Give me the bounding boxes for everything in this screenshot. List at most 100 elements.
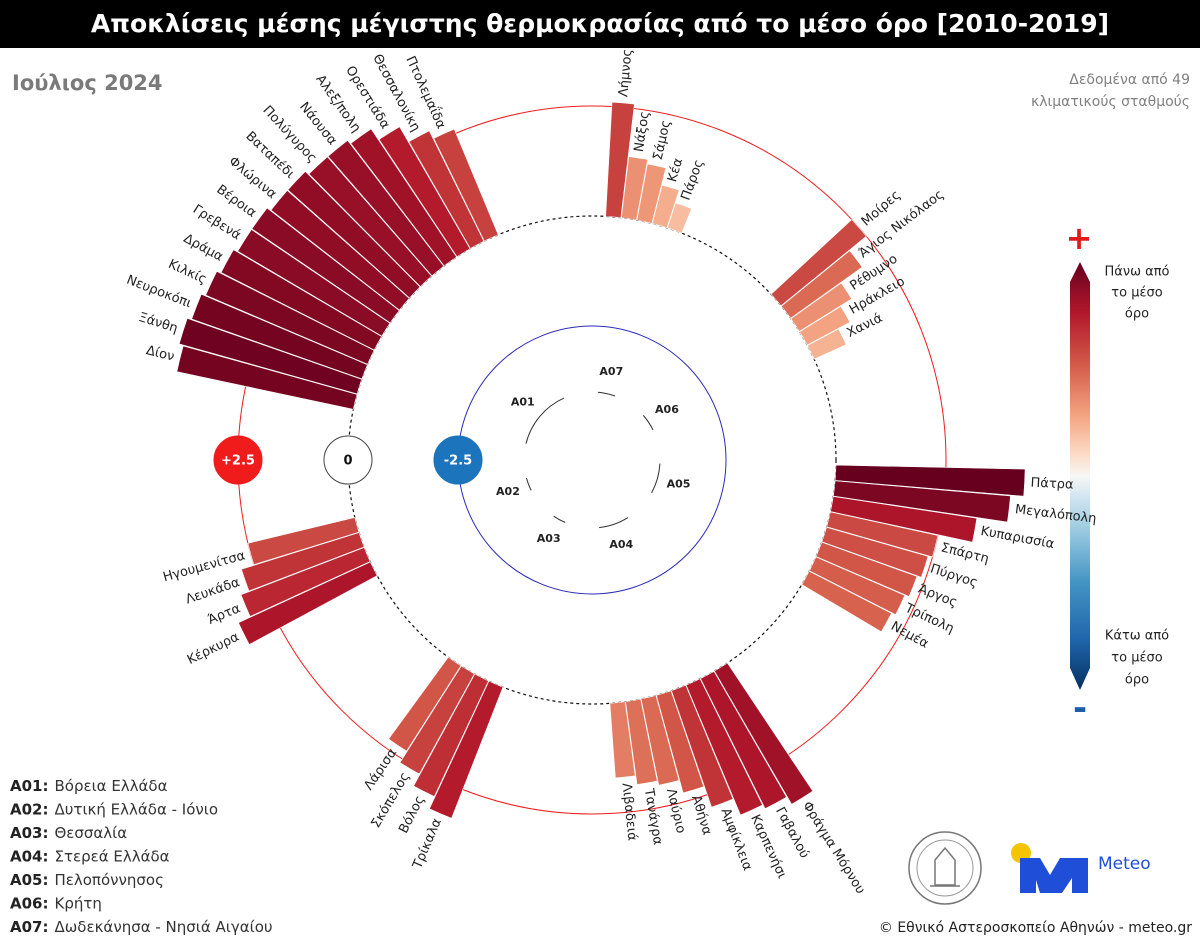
bar — [238, 561, 378, 645]
region-code: A02 — [496, 485, 520, 498]
bar — [251, 207, 400, 324]
colorbar-minus: - — [1073, 689, 1087, 729]
legend-key: A05: — [10, 871, 48, 889]
bar — [205, 270, 375, 365]
bar — [685, 678, 763, 816]
meteo-logo — [1011, 843, 1088, 893]
observatory-logo — [908, 831, 982, 905]
region-arc — [651, 463, 661, 494]
bar — [667, 202, 692, 234]
bar — [830, 496, 978, 543]
colorbar-label: το μέσο — [1111, 286, 1162, 301]
station-label: Κιλκίς — [166, 257, 209, 288]
station-label: Κέρκυρα — [185, 630, 242, 668]
subtitle: Ιούλιος 2024 — [12, 71, 163, 95]
logo-text: Meteo — [1098, 854, 1151, 874]
region-arc — [642, 415, 654, 431]
colorbar-label: Κάτω από — [1105, 629, 1169, 644]
footer: © Εθνικό Αστεροσκοπείο Αθηνών - meteo.gr — [879, 920, 1192, 936]
region-arc — [525, 477, 532, 491]
station-label: Ξάνθη — [137, 310, 180, 336]
legend-key: A02: — [10, 800, 48, 818]
bar — [713, 662, 814, 805]
title-bar — [0, 0, 1200, 48]
note: κλιματικούς σταθμούς — [1031, 94, 1190, 110]
station-label: Άρτα — [206, 601, 243, 628]
colorbar-label: το μέσο — [1111, 651, 1162, 666]
ring — [457, 325, 727, 595]
bar — [671, 684, 734, 808]
legend: A01: Βόρεια Ελλάδα A02: Δυτική Ελλάδα - Ιόν… — [10, 777, 273, 936]
tick-badge — [213, 435, 263, 485]
station-label: Σάμος — [651, 119, 674, 162]
bar — [413, 673, 489, 797]
bar — [433, 128, 499, 242]
region-arc — [599, 517, 629, 529]
legend-entry: A03: Θεσσαλία — [10, 824, 127, 842]
bar — [780, 250, 863, 319]
legend-label: Πελοπόννησος — [54, 871, 163, 889]
station-label: Πάτρα — [1030, 475, 1074, 492]
region-arc — [553, 515, 566, 523]
region-code: A04 — [609, 538, 633, 551]
bar — [350, 128, 458, 267]
bar — [176, 345, 358, 410]
legend-label: Θεσσαλία — [54, 824, 127, 842]
station-label: Κέα — [665, 156, 686, 183]
bar — [191, 293, 368, 380]
bar — [770, 219, 867, 307]
legend-key: A01: — [10, 777, 48, 795]
bar — [388, 656, 462, 752]
y-tick-label: -2.5 — [444, 454, 472, 469]
note: Δεδομένα από 49 — [1069, 72, 1190, 88]
y-tick-label: +2.5 — [221, 454, 255, 469]
colorbar-label: Πάνω από — [1105, 265, 1170, 280]
region-code: A05 — [667, 478, 691, 491]
bar — [640, 695, 680, 786]
legend-label: Κρήτη — [54, 894, 101, 912]
bar — [815, 541, 918, 597]
station-label: Τανάγρα — [641, 787, 666, 847]
bar — [832, 480, 1011, 523]
bar — [270, 190, 410, 311]
region-code: A01 — [511, 396, 535, 409]
colorbar-label: όρο — [1125, 673, 1149, 688]
station-label: Βόλος — [396, 793, 428, 836]
y-tick-label: 0 — [343, 454, 352, 469]
bar — [237, 229, 391, 337]
bar — [809, 556, 906, 616]
bar — [327, 139, 445, 277]
tick-badge — [433, 435, 483, 485]
legend-label: Δωδεκάνησα - Νησιά Αιγαίου — [54, 918, 272, 936]
station-label: Δίον — [145, 343, 176, 364]
bar — [399, 665, 475, 775]
bar — [790, 282, 853, 332]
bar — [240, 547, 371, 617]
bar — [605, 101, 635, 219]
colorbar-plus: + — [1066, 219, 1093, 257]
bar — [625, 698, 658, 785]
chart-title: Αποκλίσεις μέσης μέγιστης θερμοκρασίας α… — [91, 9, 1109, 38]
station-label: Λαύριο — [663, 787, 688, 835]
region-code: A07 — [599, 365, 623, 378]
bar — [636, 163, 667, 224]
bar — [621, 156, 649, 221]
bar — [378, 126, 471, 258]
bar — [807, 328, 847, 360]
region-arc — [597, 391, 616, 397]
bar — [821, 526, 929, 578]
region-code: A03 — [537, 532, 561, 545]
station-label: Λήμνος — [616, 48, 635, 97]
legend-entry: A05: Πελοπόννησος — [10, 871, 164, 889]
legend-entry: A04: Στερεά Ελλάδα — [10, 847, 170, 865]
station-label: Χανιά — [845, 311, 885, 341]
colorbar — [1070, 262, 1090, 690]
station-label: Σπάρτη — [939, 540, 990, 566]
colorbar-label: όρο — [1125, 307, 1149, 322]
bar — [178, 317, 363, 395]
ring — [347, 215, 837, 705]
station-label: Νευροκόπι — [124, 273, 193, 312]
bar — [656, 690, 705, 794]
